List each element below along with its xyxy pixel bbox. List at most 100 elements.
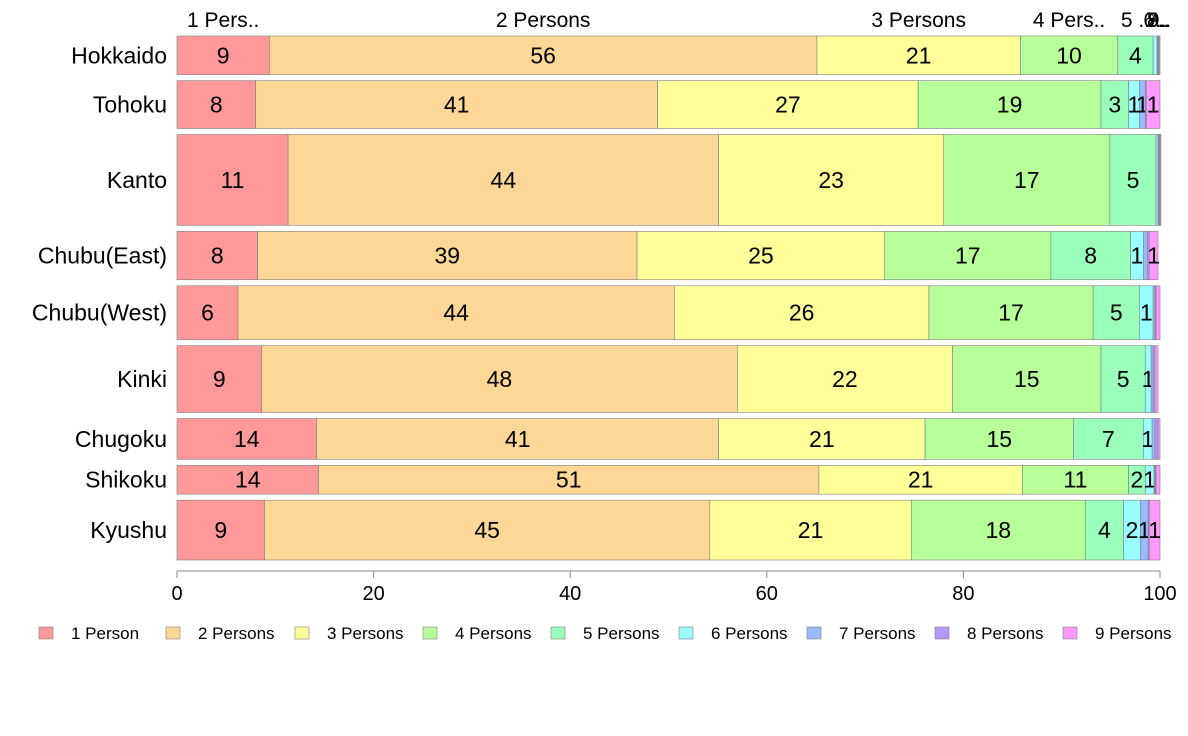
top-segment-label: 2 Persons	[496, 9, 591, 32]
bar-segment	[269, 35, 818, 75]
data-label: 1	[1140, 300, 1153, 326]
data-label: 21	[908, 467, 934, 493]
bar-segment	[1157, 418, 1161, 460]
data-label: 4	[1129, 42, 1142, 68]
data-label: 17	[1014, 167, 1040, 193]
bar-segment	[818, 465, 1023, 495]
bar-segment	[928, 285, 1094, 340]
category-labels: Hokkaido Tohoku Kanto Chubu(East) Chubu(West…	[32, 42, 167, 543]
bar-segment	[924, 418, 1074, 460]
bar-segment	[257, 231, 638, 281]
bar-segment	[255, 80, 658, 129]
bar-segment	[1148, 231, 1159, 281]
bar-segment	[1100, 345, 1146, 413]
data-label: 11	[221, 167, 245, 193]
bar-segment	[1073, 418, 1144, 460]
legend-label: 3 Persons	[327, 624, 404, 643]
legend-swatch	[678, 626, 694, 640]
bar-segment	[884, 231, 1052, 281]
data-label: 4	[1098, 517, 1111, 543]
bar-segment	[261, 345, 738, 413]
legend-swatch	[806, 626, 822, 640]
bar-segment	[1145, 80, 1161, 129]
category-label: Tohoku	[93, 92, 167, 118]
category-label: Kanto	[107, 167, 167, 193]
data-label: 44	[491, 167, 517, 193]
bar-segment	[1154, 418, 1159, 460]
category-label: Chubu(East)	[38, 243, 167, 269]
data-label: 1	[1143, 467, 1156, 493]
bar-segment	[1117, 35, 1154, 75]
bar-segment	[1152, 35, 1158, 75]
data-label: 51	[556, 467, 582, 493]
category-label: Chubu(West)	[32, 300, 167, 326]
data-label: 8	[210, 92, 223, 118]
legend-label: 6 Persons	[711, 624, 788, 643]
data-label: 21	[906, 42, 932, 68]
data-label: 11	[1064, 467, 1088, 493]
data-label: 26	[789, 300, 815, 326]
data-label: 23	[818, 167, 844, 193]
legend-swatch	[1062, 626, 1078, 640]
top-segment-label: 6..	[1143, 9, 1166, 32]
bar-segment	[952, 345, 1102, 413]
legend-swatch	[38, 626, 54, 640]
legend-label: 9 Persons	[1095, 624, 1172, 643]
bar-segment	[636, 231, 886, 281]
bar-segment	[1109, 134, 1157, 226]
bar-segment	[709, 499, 912, 561]
data-label: 2	[1126, 517, 1139, 543]
data-label: 1	[1141, 426, 1154, 452]
bar-segment	[718, 418, 926, 460]
data-label: 9	[213, 366, 226, 392]
data-label: 17	[955, 243, 981, 269]
bar-segment	[176, 345, 262, 413]
bar-segment	[1159, 134, 1162, 226]
bar-segment	[816, 35, 1021, 75]
category-label: Shikoku	[85, 467, 167, 493]
bar-segment	[1154, 345, 1159, 413]
x-axis: 0 20 40 60 80 100	[171, 570, 1177, 605]
bar-segment	[176, 465, 319, 495]
bar-segment	[316, 418, 719, 460]
x-tick-label: 0	[171, 583, 182, 605]
data-label: 41	[505, 426, 531, 452]
data-label: 18	[985, 517, 1011, 543]
legend-swatch	[165, 626, 181, 640]
data-label: 14	[235, 467, 261, 493]
bar-segment	[1158, 35, 1161, 75]
legend-label: 1 Person	[71, 624, 139, 643]
data-label: 1	[1138, 517, 1151, 543]
bar-segment	[1084, 499, 1124, 561]
data-label: 1	[1128, 92, 1141, 118]
data-label: 8	[1084, 243, 1097, 269]
x-tick-label: 80	[952, 583, 974, 605]
bar-segment	[917, 80, 1102, 129]
bar-segment	[264, 499, 711, 561]
legend-label: 7 Persons	[839, 624, 916, 643]
bar-segment	[176, 418, 317, 460]
category-label: Kyushu	[90, 517, 167, 543]
data-label: 44	[443, 300, 469, 326]
bar-segment	[1151, 418, 1156, 460]
legend-swatch	[550, 626, 566, 640]
data-label: 41	[444, 92, 470, 118]
bar-segment	[1020, 35, 1119, 75]
top-segment-label: 3 Persons	[871, 9, 966, 32]
bar-segment	[1050, 231, 1131, 281]
data-label: 22	[832, 366, 858, 392]
bar-segment	[176, 499, 265, 561]
top-segment-labels: 1 Pers.. 2 Persons 3 Persons 4 Pers.. 5 ..6.…	[187, 9, 1171, 32]
legend-label: 4 Persons	[455, 624, 532, 643]
bar-segment	[657, 80, 919, 129]
data-label: 5	[1127, 167, 1140, 193]
x-tick-label: 100	[1143, 583, 1176, 605]
data-label: 5	[1117, 366, 1130, 392]
legend-swatch	[422, 626, 438, 640]
data-label: 27	[775, 92, 801, 118]
top-segment-label: 5 ..	[1121, 9, 1150, 32]
data-label: 1	[1147, 243, 1160, 269]
data-label: 1	[1148, 517, 1161, 543]
legend-label: 2 Persons	[198, 624, 275, 643]
